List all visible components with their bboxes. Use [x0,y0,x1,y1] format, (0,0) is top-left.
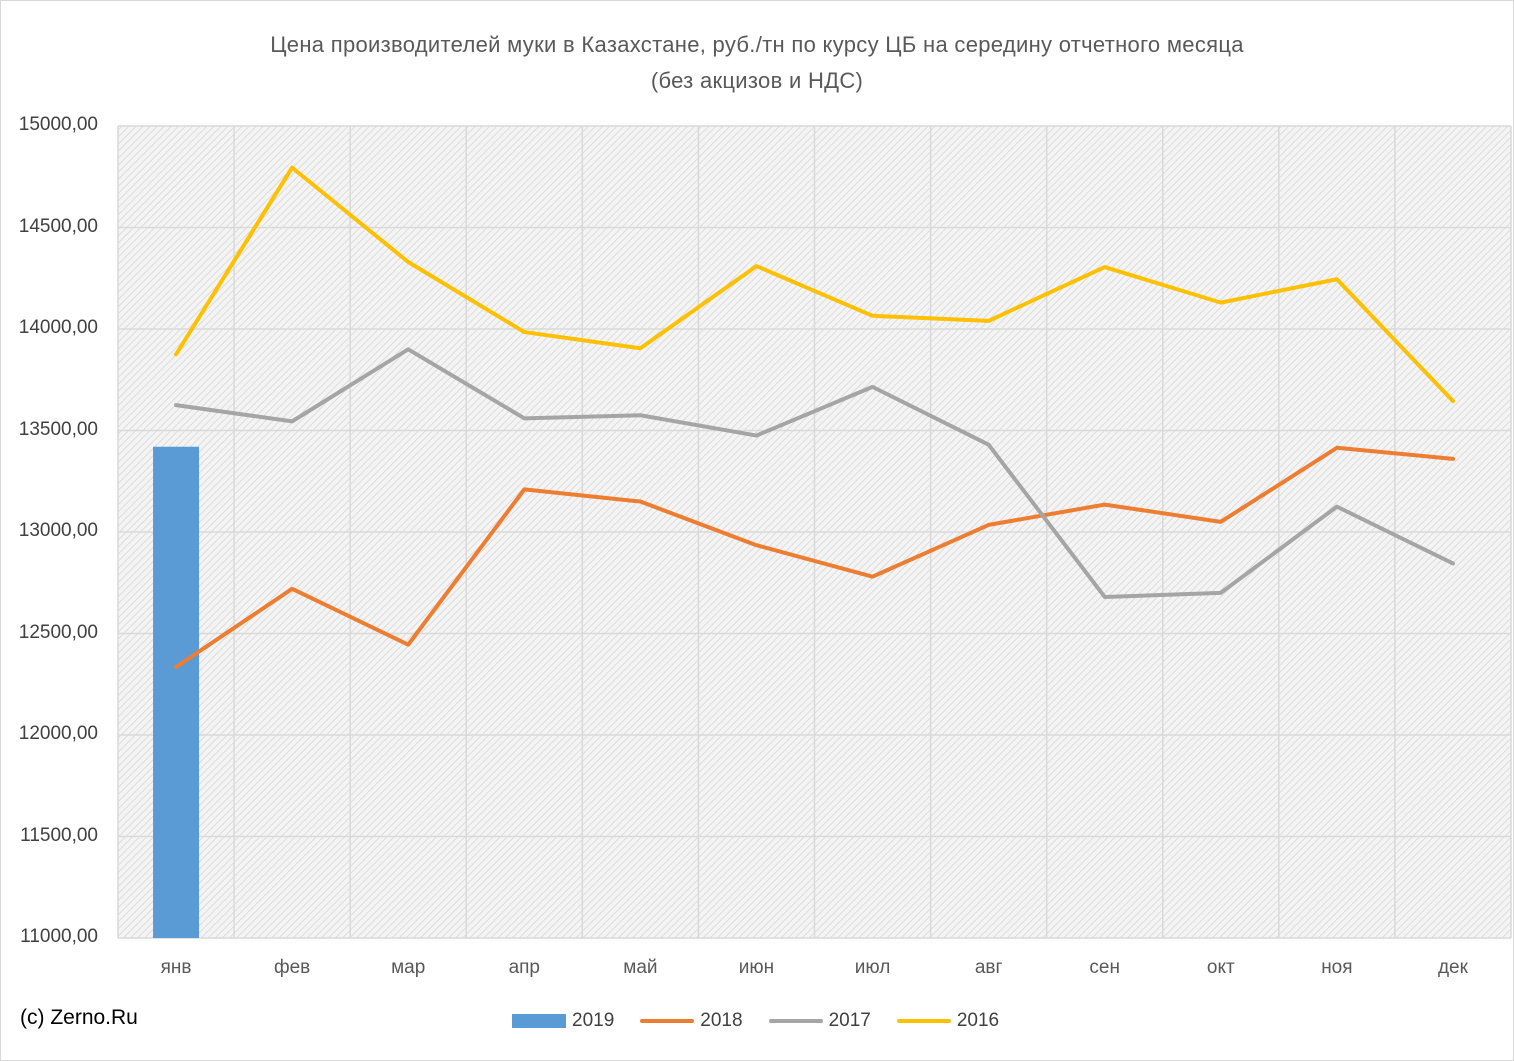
legend-label: 2017 [828,1010,871,1031]
bar-2019-янв [153,446,200,938]
x-tick-label: июн [738,957,775,978]
legend-label: 2019 [572,1010,615,1031]
x-tick-label: фев [273,957,311,978]
x-tick-label: окт [1206,957,1235,978]
x-tick-label: мар [391,957,426,978]
x-tick-label: апр [508,957,540,978]
y-tick-label: 12000,00 [18,723,98,744]
y-tick-label: 12500,00 [18,621,98,643]
chart-subtitle: (без акцизов и НДС) [650,68,864,93]
legend-swatch [512,1014,566,1028]
x-tick-label: ноя [1321,957,1353,978]
y-tick-label: 13500,00 [18,418,98,440]
x-tick-label: дек [1437,957,1468,978]
legend: 2019 2018 2017 2016 [512,1008,1025,1034]
legend-label: 2016 [956,1010,1000,1031]
legend-item-2016: 2016 [896,1010,1000,1032]
credit-text: (c) Zerno.Ru [20,1006,138,1029]
x-tick-label: авг [974,957,1003,978]
series-line-2016 [174,165,1455,404]
legend-swatch [896,1019,951,1023]
y-tick-label: 14000,00 [18,317,98,338]
x-tick-label: май [623,957,658,978]
legend-swatch [768,1019,823,1023]
legend-item-2017: 2017 [768,1010,871,1032]
series-line-2017 [174,347,1455,599]
legend-item-2019: 2019 [512,1010,614,1032]
x-tick-label: июл [854,957,891,978]
x-tick-label: янв [160,957,192,978]
legend-label: 2018 [700,1010,743,1031]
chart-title: Цена производителей муки в Казахстане, р… [270,32,1244,57]
y-tick-label: 15000,00 [18,114,98,135]
legend-item-2018: 2018 [640,1010,743,1032]
y-tick-label: 13000,00 [18,520,98,541]
series-line-2018 [174,445,1455,669]
legend-swatch [640,1019,695,1023]
y-tick-label: 11000,00 [20,926,98,947]
y-tick-label: 14500,00 [18,215,98,237]
x-tick-label: сен [1089,957,1120,978]
y-tick-label: 11500,00 [20,824,98,846]
